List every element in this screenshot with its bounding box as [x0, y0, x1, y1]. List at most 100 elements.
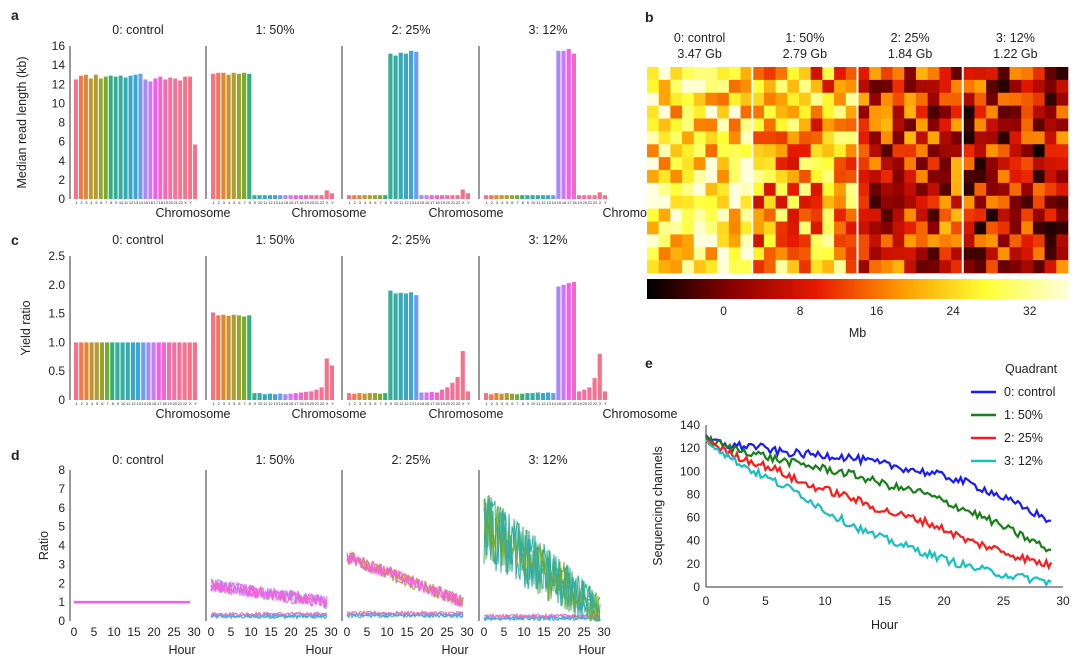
chromosome-tick-label: 11 — [124, 200, 129, 205]
bar — [440, 389, 445, 400]
heatmap-cell — [880, 221, 893, 235]
colorbar-segment — [766, 279, 771, 299]
chromosome-tick-label: 2 — [218, 200, 221, 205]
chromosome-tick-label: 16 — [425, 200, 430, 205]
colorbar-segment — [731, 279, 736, 299]
chromosome-tick-label: 5 — [95, 200, 98, 205]
heatmap-cell — [962, 195, 975, 209]
heatmap-cell — [939, 131, 952, 145]
heatmap-cell — [787, 170, 800, 184]
chromosome-tick-label: 20 — [310, 401, 315, 406]
x-tick-label: 20 — [557, 625, 571, 639]
heatmap-cell — [892, 170, 905, 184]
colorbar-segment — [689, 279, 694, 299]
chromosome-tick-label: 15 — [420, 200, 425, 205]
heatmap-cell — [880, 79, 893, 94]
heatmap-cell — [951, 208, 964, 222]
colorbar-segment — [836, 279, 841, 299]
heatmap-cell — [1021, 195, 1034, 209]
chromosome-tick-label: 9 — [527, 200, 530, 205]
heatmap-cell — [647, 208, 659, 222]
x-tick-label: 30 — [1056, 594, 1070, 608]
heatmap-cell — [1009, 234, 1022, 248]
heatmap-cell — [1044, 170, 1057, 184]
colorbar-segment — [717, 279, 722, 299]
heatmap-cell — [705, 105, 718, 119]
bar — [247, 315, 252, 400]
heatmap-cell — [658, 195, 671, 209]
colorbar-segment — [966, 279, 971, 299]
chromosome-tick-label: 17 — [567, 200, 572, 205]
heatmap-cell — [927, 131, 940, 145]
chromosome-tick-label: 8 — [110, 200, 113, 205]
heatmap-cell — [682, 170, 695, 184]
colorbar-segment — [990, 279, 995, 299]
heatmap-cell — [845, 208, 858, 222]
chromosome-tick-label: 3 — [496, 200, 499, 205]
chromosome-tick-label: 17 — [294, 401, 299, 406]
heatmap-cell — [857, 92, 870, 106]
bar — [158, 76, 163, 199]
chromosome-tick-label: 15 — [557, 200, 562, 205]
bar — [304, 391, 309, 400]
colorbar-segment — [938, 279, 943, 299]
heatmap-cell — [857, 170, 870, 184]
heatmap-cell — [775, 144, 788, 158]
heatmap-cell — [752, 131, 765, 145]
bar — [242, 72, 247, 199]
heatmap-cell — [763, 234, 776, 248]
heatmap-cell — [647, 144, 659, 158]
x-tick-label: 30 — [324, 625, 338, 639]
heatmap-cell — [880, 208, 893, 222]
heatmap-cell — [869, 144, 882, 158]
heatmap-cell — [974, 234, 987, 248]
colorbar-segment — [906, 279, 911, 299]
colorbar-segment — [748, 279, 753, 299]
chromosome-tick-label: 20 — [446, 401, 451, 406]
y-tick-label: 3 — [58, 557, 65, 571]
chromosome-tick-label: 3 — [86, 401, 89, 406]
colorbar-segment — [1011, 279, 1016, 299]
heatmap-cell — [787, 182, 800, 197]
y-tick-label: 6 — [58, 501, 65, 515]
heatmap-cell — [740, 195, 753, 209]
heatmap-cell — [810, 144, 823, 158]
bar — [105, 342, 110, 400]
x-axis-label: Chromosome — [602, 407, 677, 421]
heatmap-cell — [763, 105, 776, 119]
heatmap-cell — [740, 79, 753, 94]
chromosome-tick-label: 6 — [100, 200, 103, 205]
heatmap-cell — [787, 118, 800, 132]
heatmap-cell — [1021, 208, 1034, 222]
heatmap-cell — [658, 131, 671, 145]
heatmap-cell — [986, 221, 999, 235]
x-tick-label: 25 — [304, 625, 318, 639]
heatmap-cell — [740, 131, 753, 145]
heatmap-cell — [951, 170, 964, 184]
heatmap-cell — [986, 118, 999, 132]
bar — [236, 73, 241, 199]
bar — [592, 378, 597, 400]
chromosome-tick-label: 18 — [435, 200, 440, 205]
heatmap-cell — [705, 157, 718, 171]
x-axis-label: Hour — [168, 643, 195, 657]
bar — [211, 312, 216, 400]
x-tick-label: 0 — [481, 625, 488, 639]
heatmap-cell — [904, 221, 917, 235]
series-line — [210, 613, 328, 620]
heatmap-cell — [787, 144, 800, 158]
heatmap-cell — [775, 260, 788, 274]
heatmap-cell — [763, 182, 776, 197]
facet-title: 0: control — [112, 23, 163, 37]
heatmap-cell — [939, 105, 952, 119]
heatmap-cell — [845, 260, 858, 274]
bar — [242, 316, 247, 400]
heatmap-cell — [974, 260, 987, 274]
heatmap-cell — [845, 131, 858, 145]
heatmap-cell — [787, 92, 800, 106]
bar — [267, 195, 272, 199]
heatmap-cell — [834, 234, 847, 248]
bar — [278, 393, 283, 400]
chromosome-tick-label: 5 — [369, 200, 372, 205]
